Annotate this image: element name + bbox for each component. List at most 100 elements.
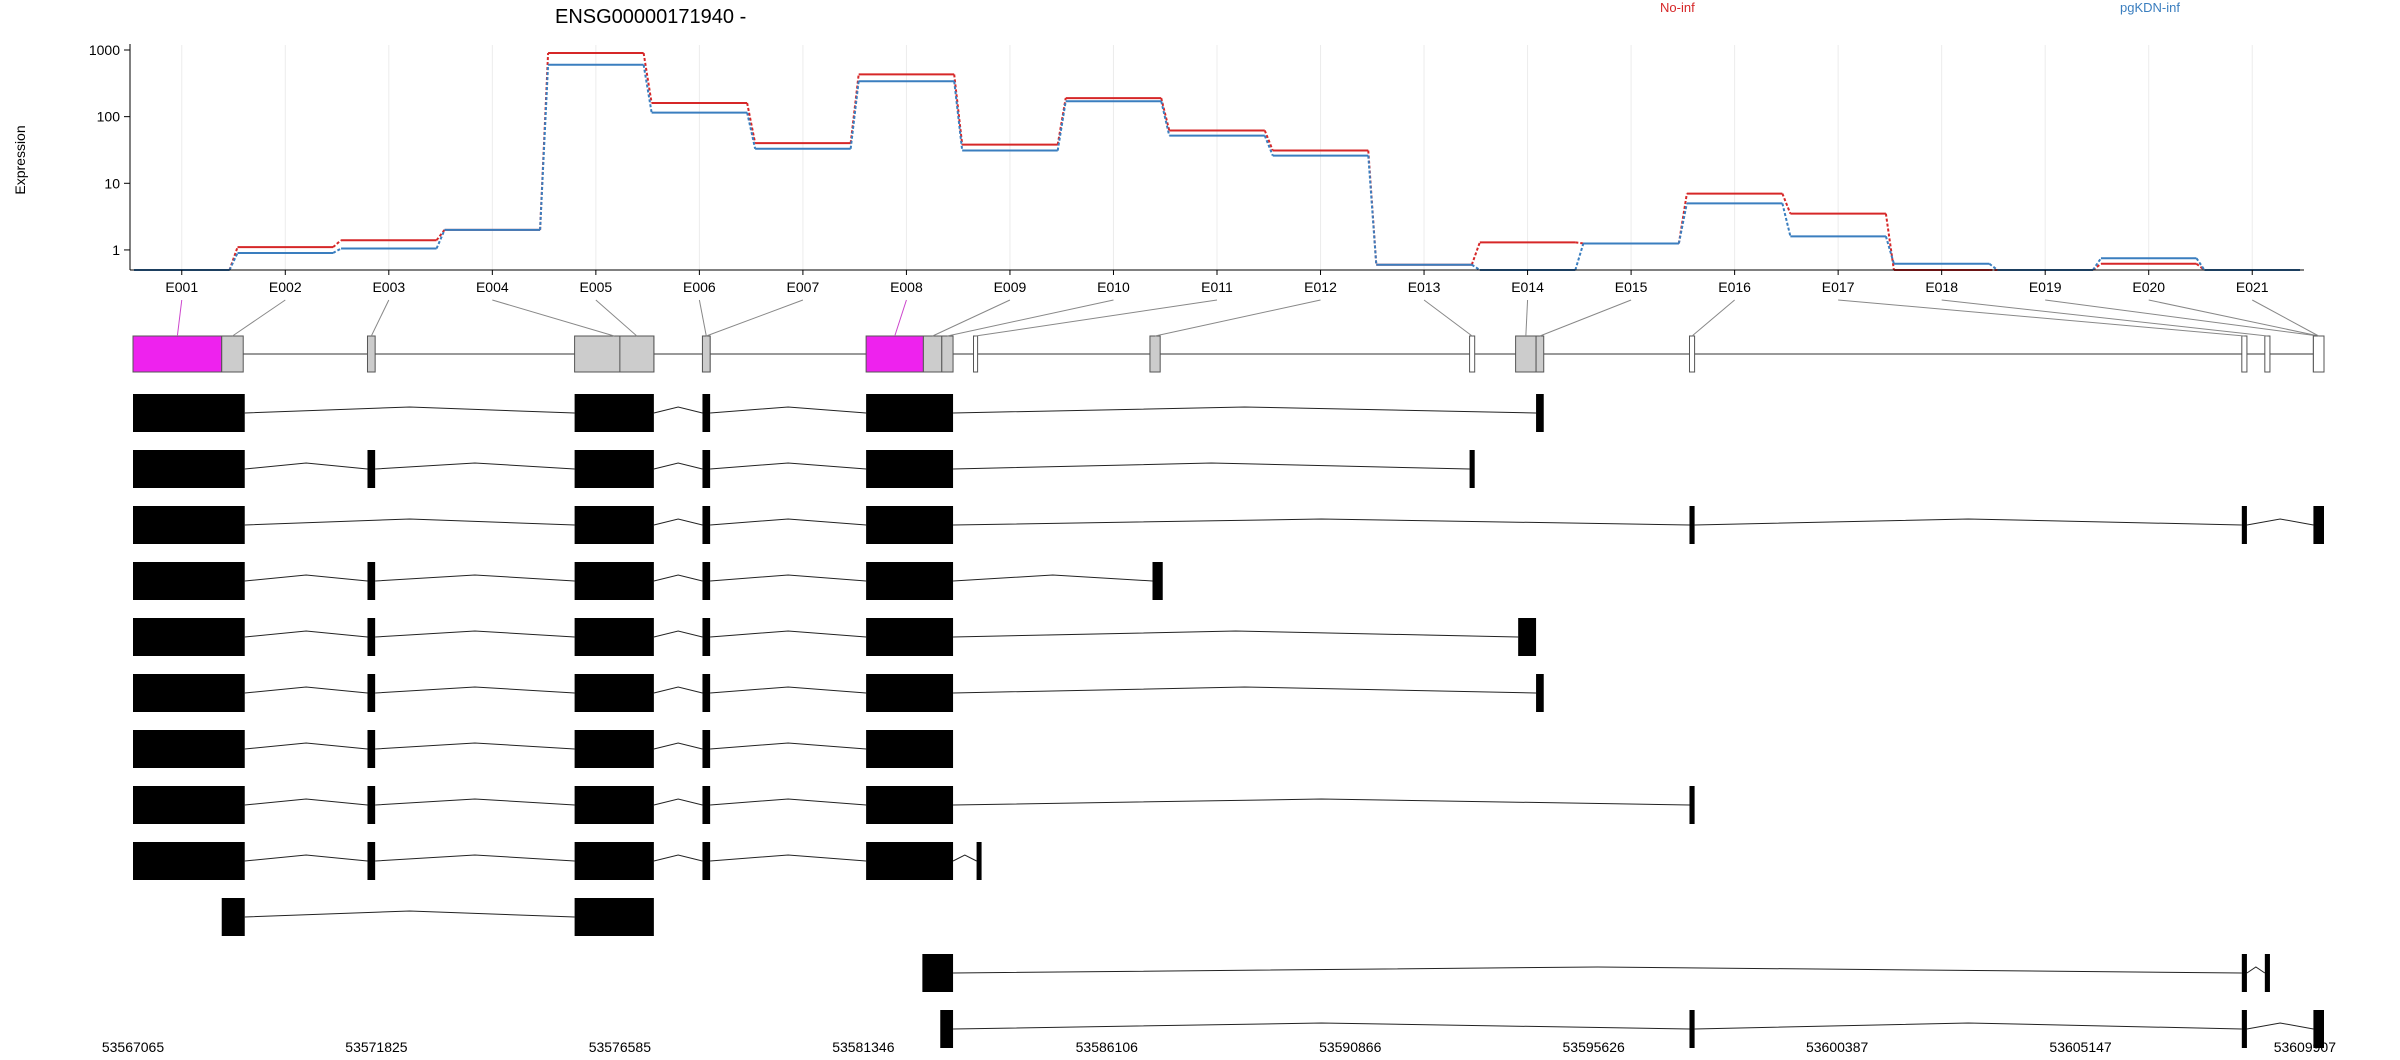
genomic-tick-label-53576585: 53576585 (589, 1039, 652, 1055)
series-No-inf-link-E003 (435, 229, 446, 241)
transcript-8-exon-4 (702, 786, 711, 824)
transcript-2-intron-5 (953, 462, 1470, 470)
series-No-inf-link-E008 (953, 74, 964, 145)
exon-label-E001: E001 (165, 279, 198, 295)
series-pgKDN-inf-link-E018 (1988, 262, 1999, 271)
exon-label-E014: E014 (1511, 279, 1544, 295)
connector-E020 (2148, 299, 2319, 337)
transcript-9-exon-5 (866, 842, 954, 880)
exon-label-E018: E018 (1925, 279, 1958, 295)
transcript-5-intron-5 (953, 630, 1519, 638)
series-No-inf-link-E001 (228, 246, 239, 271)
transcript-7-exon-1 (133, 730, 245, 768)
transcript-9-intron-4 (710, 854, 867, 862)
connector-E013 (1423, 299, 1473, 337)
exon-label-E013: E013 (1408, 279, 1441, 295)
transcript-8-intron-2 (375, 798, 575, 806)
transcript-9-intron-3 (653, 854, 703, 862)
transcript-6 (133, 674, 1544, 712)
legend-pgkdn-inf: pgKDN-inf (2120, 0, 2180, 15)
series-pgKDN-inf-link-E007 (849, 81, 860, 149)
transcript-2-intron-2 (375, 462, 575, 470)
series-pgKDN-inf-link-E010 (1160, 101, 1171, 136)
transcript-1-exon-4 (866, 394, 954, 432)
transcript-8 (133, 786, 1695, 824)
transcript-6-exon-4 (702, 674, 711, 712)
genomic-tick-label-53571825: 53571825 (345, 1039, 408, 1055)
transcript-12-intron-1 (953, 1022, 1690, 1030)
transcript-6-exon-6 (1536, 674, 1544, 712)
series-pgKDN-inf-link-E013 (1471, 263, 1481, 271)
transcript-2-intron-4 (710, 462, 867, 470)
exon-label-E005: E005 (580, 279, 613, 295)
transcript-2-exon-5 (866, 450, 954, 488)
transcript-4-exon-5 (866, 562, 954, 600)
transcript-4-intron-1 (244, 574, 368, 582)
transcript-7-intron-4 (710, 742, 867, 750)
transcript-4-exon-2 (367, 562, 376, 600)
transcript-7-intron-3 (653, 742, 703, 750)
exon-label-E007: E007 (787, 279, 820, 295)
transcript-3-exon-3 (702, 506, 711, 544)
transcript-5-exon-1 (133, 618, 245, 656)
transcript-3 (133, 506, 2324, 544)
exon-label-E021: E021 (2236, 279, 2269, 295)
transcript-2-exon-3 (574, 450, 654, 488)
transcript-4-exon-3 (574, 562, 654, 600)
connector-E010 (947, 299, 1114, 337)
transcript-3-intron-2 (653, 518, 703, 526)
chart-title: ENSG00000171940 - (555, 6, 746, 28)
transcript-12 (940, 1010, 2324, 1048)
transcript-9-exon-3 (574, 842, 654, 880)
series-pgKDN-inf-link-E016 (1781, 203, 1792, 237)
transcript-8-exon-1 (133, 786, 245, 824)
connector-E015 (1539, 299, 1632, 337)
transcript-10-intron-1 (244, 910, 575, 918)
transcript-7-exon-2 (367, 730, 376, 768)
exon-label-E009: E009 (994, 279, 1027, 295)
transcript-10-exon-2 (574, 898, 654, 936)
series-pgKDN-inf-link-E019 (2092, 257, 2102, 271)
genomic-tick-label-53581346: 53581346 (832, 1039, 895, 1055)
gene-model-exon-E014 (1515, 335, 1537, 373)
transcript-8-intron-3 (653, 798, 703, 806)
connector-E006 (698, 299, 707, 337)
exon-label-E020: E020 (2132, 279, 2165, 295)
transcript-6-exon-1 (133, 674, 245, 712)
transcript-1-exon-5 (1536, 394, 1544, 432)
connector-E003 (370, 299, 390, 337)
series-pgKDN-inf-link-E009 (1056, 101, 1067, 151)
gene-model (132, 299, 2325, 373)
y-tick-label-100: 100 (97, 109, 121, 125)
transcript-5 (133, 618, 1537, 656)
transcript-1-intron-4 (953, 406, 1537, 414)
transcript-2-intron-1 (244, 462, 368, 470)
connector-E021 (2251, 299, 2319, 337)
transcript-7-exon-5 (866, 730, 954, 768)
genomic-tick-label-53590866: 53590866 (1319, 1039, 1382, 1055)
gene-model-exon-E010 (941, 335, 954, 373)
transcript-1-intron-2 (653, 406, 703, 414)
transcript-1-exon-2 (574, 394, 654, 432)
transcript-1-intron-1 (244, 406, 575, 414)
transcript-12-exon-2 (1689, 1010, 1695, 1048)
genomic-tick-label-53605147: 53605147 (2049, 1039, 2112, 1055)
series-No-inf-link-E006 (746, 102, 757, 144)
grid-lines (181, 45, 2253, 270)
connector-E016 (1691, 299, 1735, 337)
connector-E018 (1941, 299, 2268, 337)
exon-label-E002: E002 (269, 279, 302, 295)
transcript-8-exon-2 (367, 786, 376, 824)
transcript-3-intron-1 (244, 518, 575, 526)
transcripts (133, 394, 2324, 1048)
transcript-3-intron-6 (2246, 518, 2314, 526)
exon-label-E016: E016 (1718, 279, 1751, 295)
transcript-9-exon-2 (367, 842, 376, 880)
gene-model-exon-E018 (2264, 335, 2271, 373)
transcript-6-exon-5 (866, 674, 954, 712)
transcript-4-intron-2 (375, 574, 575, 582)
transcript-8-intron-5 (953, 798, 1690, 806)
series-No-inf-link-E009 (1056, 97, 1067, 145)
transcript-5-exon-3 (574, 618, 654, 656)
